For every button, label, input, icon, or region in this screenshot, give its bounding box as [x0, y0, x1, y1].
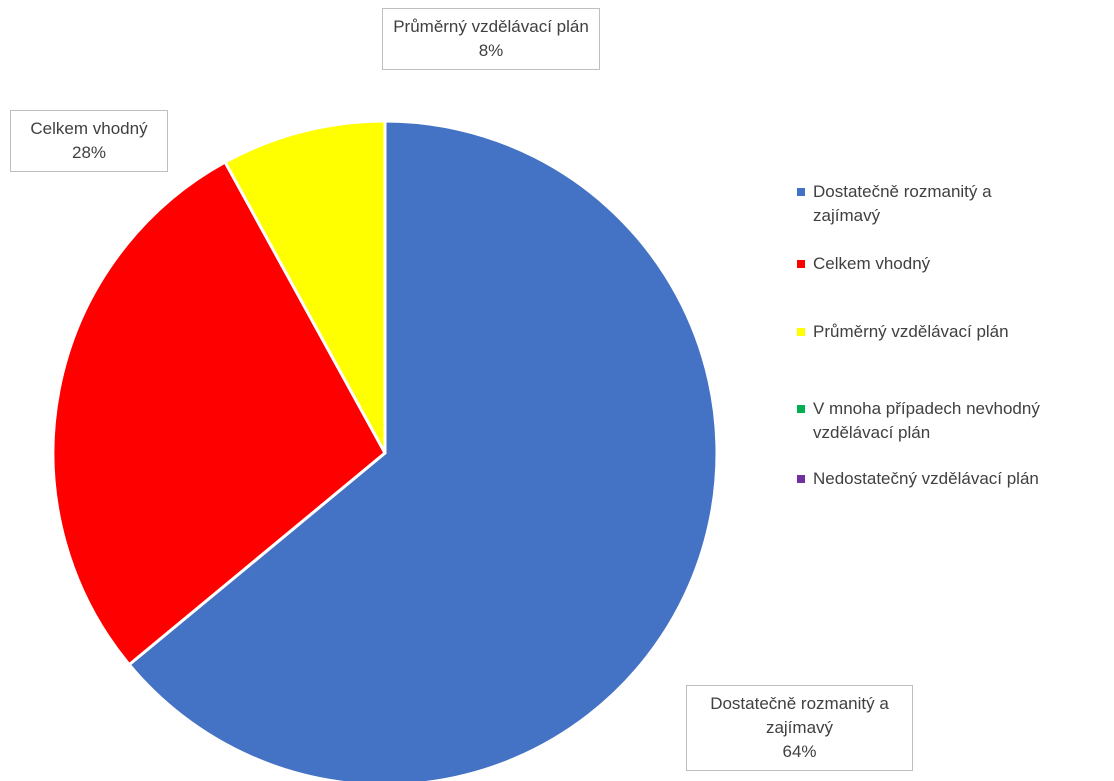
- data-label-name: Průměrný vzdělávací plán: [393, 17, 589, 36]
- data-label: Celkem vhodný 28%: [10, 110, 168, 172]
- data-label-value: 64%: [782, 742, 817, 761]
- legend-item: Nedostatečný vzdělávací plán: [795, 467, 1039, 491]
- legend-item: Dostatečně rozmanitý a zajímavý: [795, 180, 1053, 228]
- legend-swatch: [797, 475, 805, 483]
- legend-label: Celkem vhodný: [813, 254, 931, 273]
- legend-swatch: [797, 188, 805, 196]
- pie-slice: [127, 119, 719, 781]
- data-label: Dostatečně rozmanitý a zajímavý 64%: [686, 685, 913, 771]
- data-label-name: Celkem vhodný: [30, 119, 148, 138]
- data-label-value: 8%: [478, 41, 504, 60]
- legend-swatch: [797, 328, 805, 336]
- data-label-value: 28%: [71, 143, 107, 162]
- legend-label: Dostatečně rozmanitý a zajímavý: [813, 182, 992, 225]
- pie-slice: [51, 160, 387, 667]
- legend-swatch: [797, 405, 805, 413]
- legend-label: Průměrný vzdělávací plán: [813, 322, 1009, 341]
- data-label-name: Dostatečně rozmanitý a zajímavý: [710, 694, 889, 737]
- legend-swatch: [797, 260, 805, 268]
- legend-item: Celkem vhodný: [795, 252, 930, 276]
- pie-slice: [223, 119, 387, 455]
- legend-item: V mnoha případech nevhodný vzdělávací pl…: [795, 397, 1063, 445]
- data-label: Průměrný vzdělávací plán 8%: [382, 8, 600, 70]
- legend-item: Průměrný vzdělávací plán: [795, 320, 1009, 344]
- legend-label: Nedostatečný vzdělávací plán: [813, 469, 1039, 488]
- legend-label: V mnoha případech nevhodný vzdělávací pl…: [813, 399, 1040, 442]
